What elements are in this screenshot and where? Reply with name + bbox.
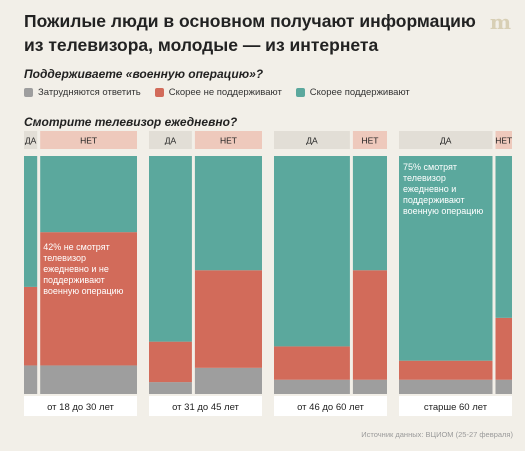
annotation-young-line-0: 42% не смотрят xyxy=(43,242,110,252)
bar-no-not-support-0 xyxy=(40,232,138,366)
bar-yes-not-support-0 xyxy=(24,286,38,366)
annotation-old-line-2: ежедневно и xyxy=(403,184,456,194)
annotation-young-line-3: поддерживают xyxy=(43,275,105,285)
annotation-old-line-3: поддерживают xyxy=(403,195,465,205)
bar-no-not-support-3 xyxy=(495,317,512,380)
legend-label-hesitate: Затрудняются ответить xyxy=(38,87,141,98)
bar-yes-hesitate-1 xyxy=(149,382,192,394)
legend: Затрудняются ответить Скорее не поддержи… xyxy=(24,87,410,98)
bar-no-hesitate-3 xyxy=(495,379,512,394)
header-yes-bg-2 xyxy=(274,131,350,149)
header-yes-label-2: ДА xyxy=(306,136,318,146)
header-yes-bg-3 xyxy=(399,131,493,149)
bar-no-hesitate-1 xyxy=(194,367,262,394)
bar-no-hesitate-2 xyxy=(352,379,387,394)
bar-yes-not-support-3 xyxy=(399,360,493,380)
age-label-2: от 46 до 60 лет xyxy=(297,402,364,413)
header-no-bg-1 xyxy=(194,131,262,149)
annotation-old-line-1: телевизор xyxy=(403,173,446,183)
bar-no-support-0 xyxy=(40,156,138,233)
legend-label-support: Скорее поддерживают xyxy=(309,87,410,98)
bar-no-support-3 xyxy=(495,156,512,318)
source-note: Источник данных: ВЦИОМ (25-27 февраля) xyxy=(361,430,513,439)
annotation-young-line-2: ежедневно и не xyxy=(43,264,109,274)
header-yes-label-0: ДА xyxy=(25,136,37,146)
age-label-bg-2 xyxy=(274,396,387,416)
header-no-label-2: НЕТ xyxy=(361,136,378,146)
legend-swatch-not-support xyxy=(154,88,164,97)
bar-yes-support-0 xyxy=(24,156,38,287)
header-yes-label-3: ДА xyxy=(440,136,452,146)
chart-title: Пожилые люди в основном получают информа… xyxy=(24,11,476,55)
annotation-old-line-0: 75% смотрят xyxy=(403,162,457,172)
question-tv: Смотрите телевизор ежедневно? xyxy=(24,115,238,129)
age-label-bg-3 xyxy=(399,396,512,416)
annotation-old-line-4: военную операцию xyxy=(403,206,483,216)
legend-swatch-hesitate xyxy=(24,88,33,97)
header-no-label-1: НЕТ xyxy=(220,136,237,146)
age-label-bg-0 xyxy=(24,396,137,416)
legend-item-hesitate: Затрудняются ответить xyxy=(24,87,141,98)
bar-yes-support-3 xyxy=(399,156,493,361)
annotation-young-line-4: военную операцию xyxy=(43,286,123,296)
bar-no-hesitate-0 xyxy=(40,365,138,394)
question-support: Поддерживаете «военную операцию»? xyxy=(24,67,264,81)
bar-no-support-2 xyxy=(352,156,387,271)
header-no-label-3: НЕТ xyxy=(495,136,512,146)
bar-no-not-support-1 xyxy=(194,270,262,368)
legend-swatch-support xyxy=(295,88,305,97)
age-label-1: от 31 до 45 лет xyxy=(172,402,239,413)
header-no-label-0: НЕТ xyxy=(80,136,97,146)
bar-yes-support-2 xyxy=(274,156,350,347)
legend-item-not-support: Скорее не поддерживают xyxy=(154,87,282,98)
bar-yes-not-support-2 xyxy=(274,346,350,380)
logo-icon: m xyxy=(489,10,511,34)
header-no-bg-2 xyxy=(352,131,387,149)
age-label-0: от 18 до 30 лет xyxy=(47,402,114,413)
header-yes-bg-0 xyxy=(24,131,38,149)
bar-yes-support-1 xyxy=(149,156,192,342)
header-yes-bg-1 xyxy=(149,131,192,149)
bar-yes-hesitate-2 xyxy=(274,379,350,394)
legend-item-support: Скорее поддерживают xyxy=(295,87,410,98)
annotation-young-line-1: телевизор xyxy=(43,253,86,263)
header-yes-label-1: ДА xyxy=(165,136,177,146)
bar-yes-hesitate-0 xyxy=(24,365,38,394)
bar-no-not-support-2 xyxy=(352,270,387,380)
bar-yes-not-support-1 xyxy=(149,341,192,383)
bar-no-support-1 xyxy=(194,156,262,271)
header-no-bg-3 xyxy=(495,131,512,149)
age-label-bg-1 xyxy=(149,396,262,416)
header-no-bg-0 xyxy=(40,131,138,149)
age-label-3: старше 60 лет xyxy=(424,402,488,413)
legend-label-not-support: Скорее не поддерживают xyxy=(168,87,282,98)
bar-yes-hesitate-3 xyxy=(399,379,493,394)
